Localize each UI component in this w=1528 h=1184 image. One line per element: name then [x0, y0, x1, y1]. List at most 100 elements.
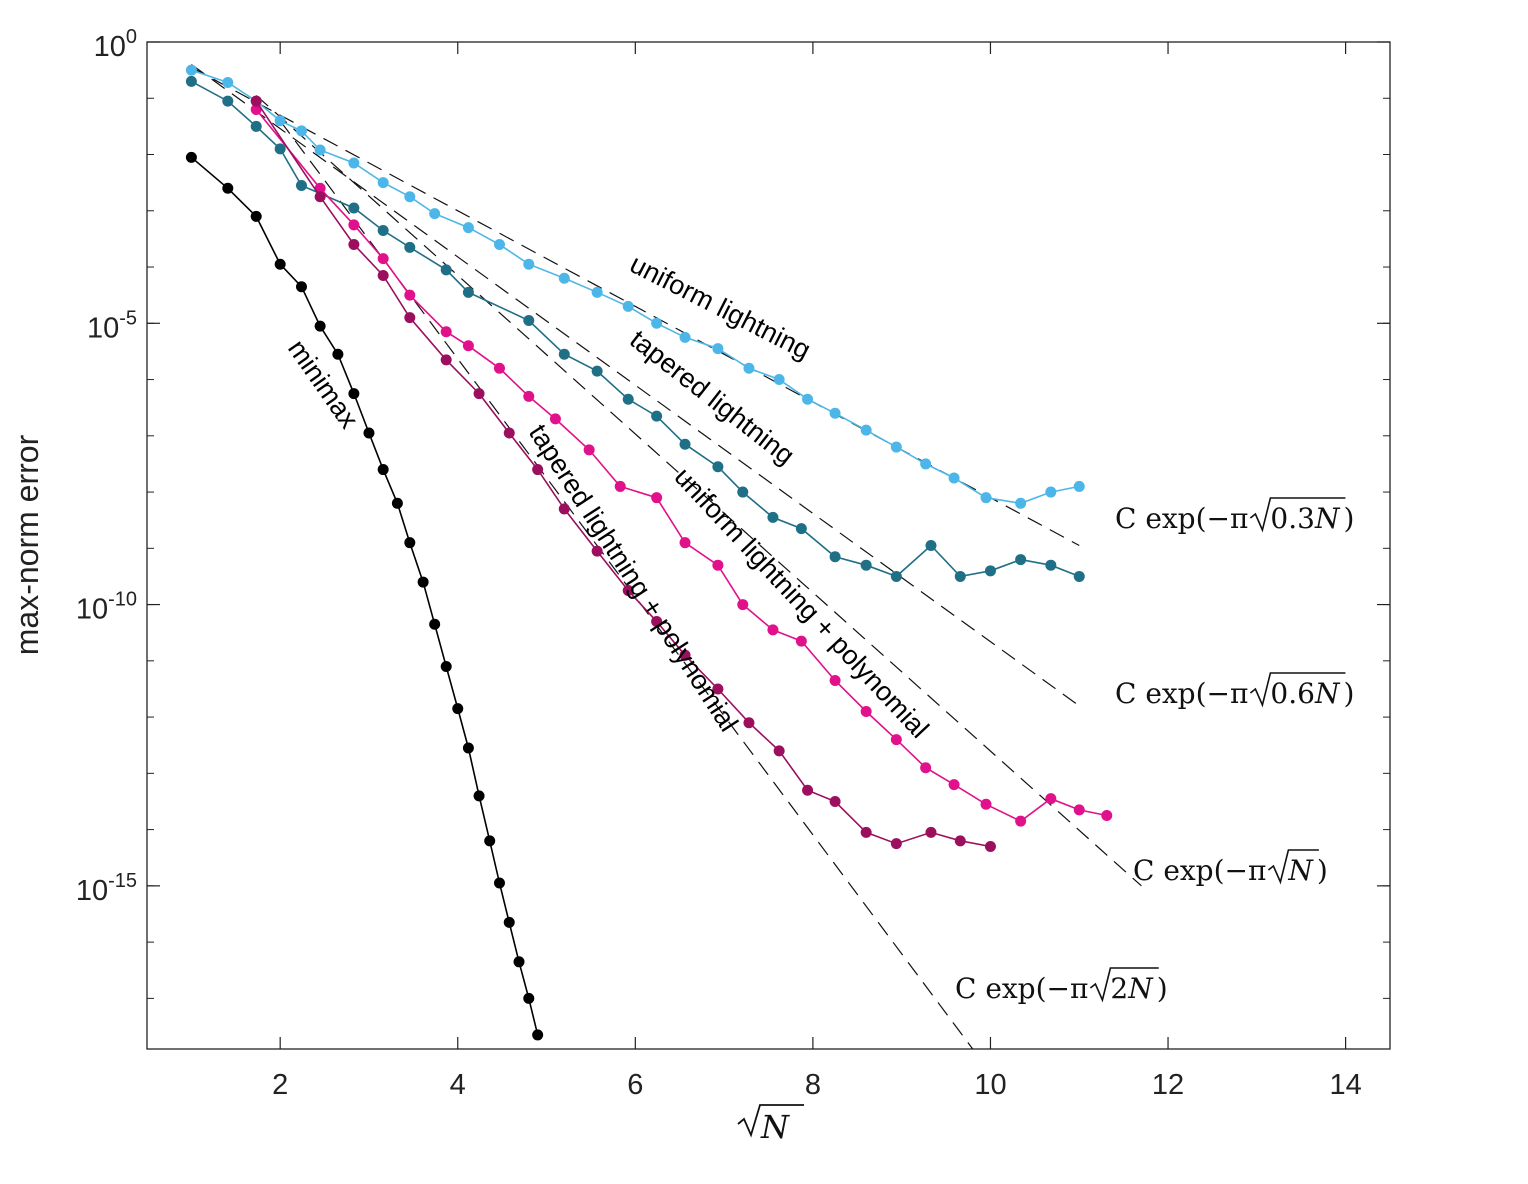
data-point [348, 157, 360, 169]
data-point [925, 540, 937, 551]
data-point [523, 992, 535, 1004]
data-point [773, 374, 785, 386]
plot-frame [146, 41, 1391, 1050]
data-point [1073, 480, 1085, 492]
data-point [651, 317, 663, 329]
data-point [222, 77, 234, 89]
data-point [829, 675, 841, 687]
data-point [948, 472, 960, 484]
y-tick-label: 10-5 [87, 307, 137, 344]
data-point [1073, 570, 1085, 582]
data-point [532, 464, 544, 476]
data-point [1045, 559, 1057, 571]
data-point [250, 95, 262, 107]
sqrt-sign [1249, 497, 1346, 533]
data-point [222, 95, 234, 107]
data-point [503, 427, 515, 439]
data-point [295, 179, 307, 191]
data-point [583, 444, 595, 456]
data-point [332, 348, 344, 360]
data-point [558, 348, 570, 360]
data-point [954, 570, 966, 582]
data-point [767, 511, 779, 523]
data-point [484, 835, 496, 847]
data-point [473, 790, 485, 802]
data-point [743, 362, 755, 374]
data-point [462, 742, 474, 754]
data-point [860, 424, 872, 436]
data-point [591, 545, 603, 557]
data-point [295, 281, 307, 293]
x-tick-label: 10 [974, 1069, 1006, 1101]
data-point [185, 151, 197, 163]
data-point [295, 125, 307, 137]
data-point [440, 326, 452, 338]
data-series [185, 64, 1113, 1041]
formula-prefix: C exp(−π [1133, 854, 1266, 887]
data-point [462, 286, 474, 298]
data-point [523, 390, 535, 402]
data-point [651, 492, 663, 504]
formula-prefix: C exp(−π [1115, 677, 1248, 710]
data-point [984, 565, 996, 577]
data-point [549, 413, 561, 425]
series-line [255, 100, 991, 848]
data-point [473, 388, 485, 400]
formula-suffix: ) [1317, 854, 1328, 887]
data-point [429, 618, 441, 630]
data-point [429, 208, 441, 220]
x-axis-title: N [737, 1104, 804, 1146]
formula-label: C exp(−π 0.3N) [1115, 497, 1354, 535]
x-tick-label: 12 [1152, 1069, 1184, 1101]
data-point [222, 182, 234, 194]
formula-prefix: C exp(−π [1115, 502, 1248, 535]
data-point [274, 115, 286, 127]
data-point [452, 703, 464, 715]
data-point [404, 289, 416, 301]
data-point [980, 492, 992, 504]
data-point [802, 784, 814, 796]
data-point [377, 177, 389, 189]
data-point [773, 745, 785, 757]
data-point [829, 551, 841, 563]
data-point [920, 458, 932, 470]
data-point [954, 835, 966, 847]
data-point [377, 224, 389, 236]
data-point [622, 393, 634, 405]
data-point [440, 354, 452, 366]
data-point [795, 635, 807, 647]
data-point [493, 362, 505, 374]
series-line [191, 69, 1080, 505]
data-point [404, 537, 416, 549]
data-point [404, 312, 416, 324]
data-point [377, 464, 389, 476]
x-tick-label: 6 [627, 1069, 643, 1101]
data-point [523, 258, 535, 270]
data-point [890, 441, 902, 453]
label-tapered-lightning-polynomial: tapered lightning + polynomial [523, 419, 744, 737]
label-minimax: minimax [282, 334, 365, 434]
x-tick-label: 2 [272, 1069, 288, 1101]
formula-label: C exp(−π 2N) [955, 967, 1168, 1005]
data-point [523, 314, 535, 326]
data-point [348, 239, 360, 251]
data-point [925, 826, 937, 838]
data-point [493, 877, 505, 889]
series-line [255, 108, 1107, 823]
data-point [651, 615, 663, 627]
formula-labels: C exp(−π 0.3N)C exp(−π 0.6N)C exp(−π N)C ex… [955, 497, 1354, 1005]
data-point [679, 649, 691, 661]
data-point [829, 407, 841, 419]
data-point [185, 64, 197, 76]
data-point [1045, 486, 1057, 498]
data-point [314, 182, 326, 194]
sqrt-sign [1267, 849, 1319, 885]
formula-radicand: 2N [1110, 972, 1154, 1005]
axis-ticks: 2 4 6 8 10 12 14 100 10-5 10-10 10-15 [76, 26, 1390, 1101]
data-point [250, 210, 262, 222]
data-point [860, 826, 872, 838]
data-point [767, 624, 779, 636]
data-point [890, 734, 902, 746]
data-point [622, 300, 634, 312]
data-point [404, 241, 416, 253]
